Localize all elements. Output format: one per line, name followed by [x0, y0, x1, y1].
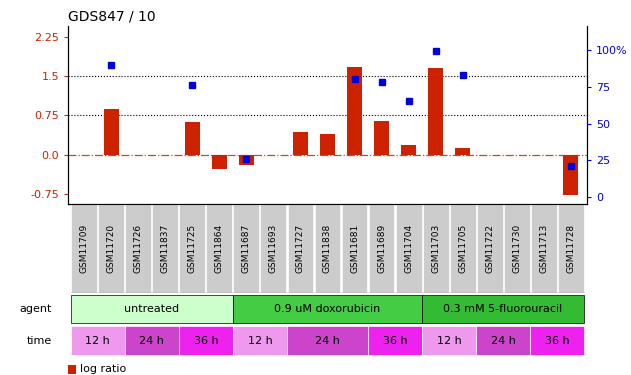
- Bar: [428, 68, 443, 154]
- Bar: [104, 109, 119, 154]
- Bar: [450, 204, 476, 292]
- Bar: [476, 326, 530, 356]
- Bar: [531, 326, 584, 356]
- Text: GSM11705: GSM11705: [458, 224, 467, 273]
- Text: GSM11687: GSM11687: [242, 224, 251, 273]
- Bar: [374, 121, 389, 154]
- Text: untreated: untreated: [124, 304, 179, 314]
- Text: 12 h: 12 h: [437, 336, 461, 346]
- Bar: [261, 204, 286, 292]
- Bar: [179, 204, 205, 292]
- Bar: [558, 204, 584, 292]
- Text: GSM11726: GSM11726: [134, 224, 143, 273]
- Bar: [504, 204, 529, 292]
- Text: GSM11703: GSM11703: [431, 224, 440, 273]
- Text: 0.9 uM doxorubicin: 0.9 uM doxorubicin: [274, 304, 380, 314]
- Bar: [233, 294, 422, 324]
- Bar: [71, 326, 124, 356]
- Bar: [320, 134, 335, 154]
- Text: GSM11689: GSM11689: [377, 224, 386, 273]
- Text: 12 h: 12 h: [85, 336, 110, 346]
- Text: GSM11727: GSM11727: [296, 224, 305, 273]
- Bar: [153, 204, 179, 292]
- Bar: [179, 326, 233, 356]
- Text: 24 h: 24 h: [139, 336, 164, 346]
- Text: GDS847 / 10: GDS847 / 10: [68, 10, 156, 24]
- Bar: [369, 204, 394, 292]
- Text: 36 h: 36 h: [194, 336, 218, 346]
- Bar: [422, 326, 476, 356]
- Text: GSM11709: GSM11709: [80, 224, 89, 273]
- Bar: [401, 145, 416, 154]
- Text: GSM11704: GSM11704: [404, 224, 413, 273]
- Bar: [71, 204, 97, 292]
- Text: 24 h: 24 h: [491, 336, 516, 346]
- Bar: [287, 326, 368, 356]
- Bar: [206, 204, 232, 292]
- Text: 36 h: 36 h: [545, 336, 569, 346]
- Bar: [212, 154, 227, 169]
- Bar: [288, 204, 314, 292]
- Bar: [423, 204, 449, 292]
- Text: time: time: [27, 336, 52, 346]
- Bar: [455, 148, 470, 154]
- Bar: [422, 294, 584, 324]
- Bar: [396, 204, 422, 292]
- Text: GSM11693: GSM11693: [269, 224, 278, 273]
- Bar: [341, 204, 367, 292]
- Text: GSM11864: GSM11864: [215, 224, 224, 273]
- Text: GSM11728: GSM11728: [566, 224, 575, 273]
- Text: agent: agent: [20, 304, 52, 314]
- Text: GSM11722: GSM11722: [485, 224, 494, 273]
- Text: log ratio: log ratio: [80, 364, 126, 374]
- Bar: [531, 204, 557, 292]
- Text: 24 h: 24 h: [315, 336, 340, 346]
- Bar: [476, 204, 502, 292]
- Bar: [369, 326, 422, 356]
- Bar: [185, 122, 200, 154]
- Text: GSM11720: GSM11720: [107, 224, 116, 273]
- Bar: [239, 154, 254, 165]
- Text: GSM11713: GSM11713: [539, 224, 548, 273]
- Bar: [98, 204, 124, 292]
- Bar: [126, 204, 151, 292]
- Bar: [347, 67, 362, 154]
- Bar: [233, 326, 286, 356]
- Bar: [314, 204, 341, 292]
- Bar: [563, 154, 578, 195]
- Text: 36 h: 36 h: [383, 336, 408, 346]
- Text: GSM11730: GSM11730: [512, 224, 521, 273]
- Text: 12 h: 12 h: [247, 336, 273, 346]
- Bar: [233, 204, 259, 292]
- Bar: [71, 294, 233, 324]
- Bar: [125, 326, 179, 356]
- Text: 0.3 mM 5-fluorouracil: 0.3 mM 5-fluorouracil: [444, 304, 563, 314]
- Text: GSM11725: GSM11725: [188, 224, 197, 273]
- Text: GSM11838: GSM11838: [323, 224, 332, 273]
- Bar: [68, 365, 76, 374]
- Bar: [293, 132, 308, 154]
- Text: GSM11837: GSM11837: [161, 224, 170, 273]
- Text: GSM11681: GSM11681: [350, 224, 359, 273]
